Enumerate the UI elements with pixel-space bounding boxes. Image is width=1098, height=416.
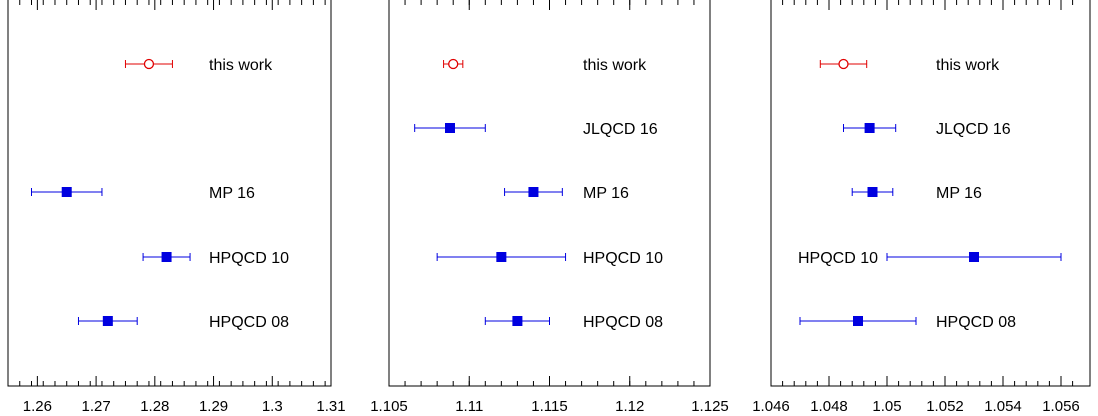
marker-square bbox=[853, 316, 863, 326]
point-label: HPQCD 08 bbox=[209, 314, 289, 331]
data-point bbox=[504, 187, 563, 197]
data-point bbox=[799, 316, 917, 326]
marker-circle bbox=[143, 58, 155, 70]
x-tick-label: 1.05 bbox=[872, 398, 901, 415]
x-tick-label: 1.052 bbox=[926, 398, 964, 415]
point-label: this work bbox=[209, 57, 273, 74]
x-tick-label: 1.125 bbox=[691, 398, 729, 415]
marker-square bbox=[161, 252, 172, 262]
data-point bbox=[124, 58, 173, 70]
marker-circle bbox=[448, 58, 459, 70]
point-label: HPQCD 08 bbox=[936, 314, 1016, 331]
point-label: JLQCD 16 bbox=[936, 121, 1011, 138]
data-point bbox=[843, 123, 897, 133]
x-tick-label: 1.28 bbox=[140, 398, 169, 415]
marker-square bbox=[444, 123, 455, 133]
data-point bbox=[851, 187, 894, 197]
point-label: JLQCD 16 bbox=[583, 121, 658, 138]
x-tick-label: 1.3 bbox=[262, 398, 283, 415]
point-label: this work bbox=[936, 57, 1000, 74]
panel-3: 1.046 1.048 1.05 1.052 1.054 1.056 this work JL… bbox=[752, 0, 1091, 415]
x-tick-label: 1.105 bbox=[370, 398, 408, 415]
data-point bbox=[819, 58, 868, 70]
x-tick-label: 1.26 bbox=[23, 398, 52, 415]
data-point bbox=[443, 58, 464, 70]
point-label: MP 16 bbox=[583, 185, 629, 202]
marker-square bbox=[512, 316, 523, 326]
point-label: HPQCD 10 bbox=[583, 250, 663, 267]
x-tick-label: 1.046 bbox=[752, 398, 790, 415]
marker-square bbox=[102, 316, 113, 326]
marker-square bbox=[496, 252, 507, 262]
x-tick-label: 1.12 bbox=[615, 398, 644, 415]
x-tick-label: 1.27 bbox=[81, 398, 110, 415]
data-point bbox=[886, 252, 1062, 262]
point-label: HPQCD 10 bbox=[209, 250, 289, 267]
point-label: HPQCD 10 bbox=[798, 250, 878, 267]
marker-square bbox=[969, 252, 979, 262]
data-point bbox=[414, 123, 486, 133]
marker-circle bbox=[838, 58, 849, 70]
marker-square bbox=[528, 187, 539, 197]
point-label: HPQCD 08 bbox=[583, 314, 663, 331]
panel-frame bbox=[770, 0, 1091, 387]
x-tick-label: 1.31 bbox=[316, 398, 345, 415]
data-point bbox=[77, 316, 138, 326]
point-label: MP 16 bbox=[209, 185, 255, 202]
x-tick-label: 1.29 bbox=[199, 398, 228, 415]
marker-square bbox=[867, 187, 878, 197]
marker-square bbox=[864, 123, 875, 133]
point-label: this work bbox=[583, 57, 647, 74]
panel-2: 1.105 1.11 1.115 1.12 1.125 this work JLQCD 16… bbox=[370, 0, 729, 415]
data-point bbox=[30, 187, 103, 197]
x-tick-label: 1.054 bbox=[984, 398, 1022, 415]
x-tick-label: 1.115 bbox=[531, 398, 567, 415]
data-point bbox=[484, 316, 550, 326]
data-point bbox=[142, 252, 191, 262]
data-point bbox=[436, 252, 567, 262]
panel-1: 1.26 1.27 1.28 1.29 1.3 1.31 this work MP 16 HPQ… bbox=[7, 0, 346, 415]
x-tick-label: 1.048 bbox=[810, 398, 848, 415]
point-label: MP 16 bbox=[936, 185, 982, 202]
panel-frame bbox=[7, 0, 332, 387]
x-tick-label: 1.11 bbox=[455, 398, 483, 415]
marker-square bbox=[61, 187, 72, 197]
x-tick-label: 1.056 bbox=[1042, 398, 1080, 415]
